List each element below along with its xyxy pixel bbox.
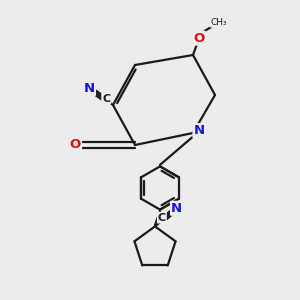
Text: N: N xyxy=(171,202,182,215)
Text: O: O xyxy=(70,139,81,152)
Text: N: N xyxy=(84,82,95,95)
Text: C: C xyxy=(102,94,110,103)
Text: C: C xyxy=(158,213,166,223)
Text: CH₃: CH₃ xyxy=(211,18,227,27)
Text: N: N xyxy=(194,124,205,137)
Text: O: O xyxy=(194,32,205,45)
